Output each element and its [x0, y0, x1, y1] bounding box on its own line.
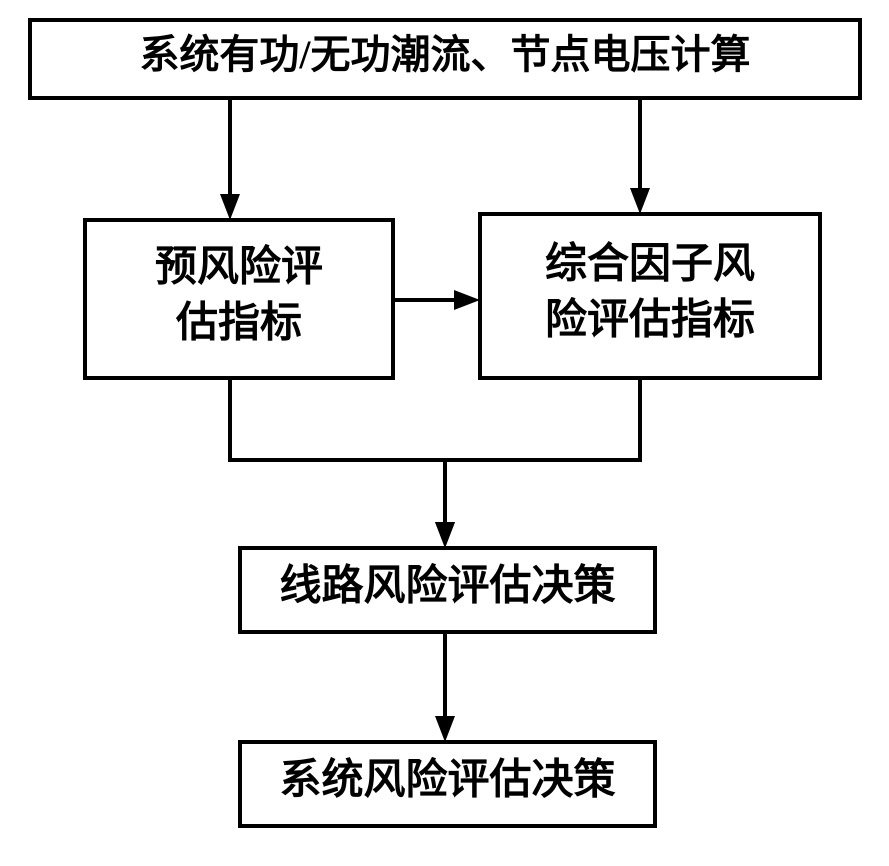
node-bottom: 系统风险评估决策: [240, 742, 655, 826]
node-label-left-line0: 预风险评: [155, 244, 323, 291]
node-label-left-line1: 估指标: [175, 300, 302, 347]
node-label-top-line0: 系统有功/无功潮流、节点电压计算: [139, 32, 750, 77]
edge-arrow-top-left: [220, 194, 240, 220]
edge-left-mid: [230, 378, 445, 522]
edge-arrow-top-right: [630, 188, 650, 214]
node-left: 预风险评估指标: [85, 220, 393, 378]
edge-arrow-left-right: [454, 290, 480, 310]
node-label-bottom-line0: 系统风险评估决策: [279, 757, 615, 804]
node-right: 综合因子风险评估指标: [480, 214, 820, 378]
node-label-mid-line0: 线路风险评估决策: [279, 563, 615, 610]
node-label-right-line0: 综合因子风: [545, 241, 755, 288]
node-box-right: [480, 214, 820, 378]
edge-right-mid: [445, 378, 640, 522]
node-top: 系统有功/无功潮流、节点电压计算: [30, 20, 860, 98]
node-label-right-line1: 险评估指标: [545, 297, 755, 344]
edge-arrow-right-mid: [435, 522, 455, 548]
edge-arrow-mid-bottom: [435, 716, 455, 742]
node-mid: 线路风险评估决策: [240, 548, 655, 632]
flowchart-stage: 系统有功/无功潮流、节点电压计算预风险评估指标综合因子风险评估指标线路风险评估决…: [0, 0, 889, 866]
